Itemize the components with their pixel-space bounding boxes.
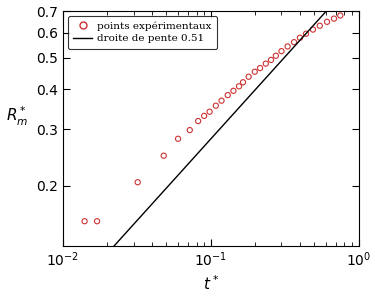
Point	[331, 16, 337, 21]
Point	[187, 128, 193, 132]
Point	[324, 19, 330, 24]
Point	[273, 53, 279, 58]
Point	[263, 61, 269, 66]
Point	[246, 74, 252, 79]
Point	[257, 66, 263, 71]
X-axis label: $t^*$: $t^*$	[203, 275, 219, 293]
Legend: points expérimentaux, droite de pente 0.51: points expérimentaux, droite de pente 0.…	[68, 16, 217, 49]
Point	[252, 69, 258, 74]
Point	[337, 13, 343, 18]
Point	[317, 23, 323, 28]
Point	[236, 84, 242, 89]
Point	[175, 136, 181, 141]
Point	[291, 40, 297, 45]
Point	[310, 27, 316, 32]
Point	[81, 219, 87, 224]
Point	[207, 109, 213, 114]
Point	[213, 103, 219, 108]
Point	[201, 114, 207, 118]
Point	[195, 119, 201, 123]
Point	[161, 153, 167, 158]
Point	[285, 44, 291, 49]
Point	[268, 57, 274, 62]
Point	[94, 219, 100, 224]
Point	[225, 93, 231, 97]
Point	[297, 35, 303, 40]
Point	[279, 49, 285, 54]
Point	[135, 180, 141, 184]
Point	[303, 31, 309, 36]
Point	[230, 89, 236, 93]
Point	[240, 80, 246, 85]
Y-axis label: $R_m^*$: $R_m^*$	[6, 105, 28, 128]
Point	[219, 98, 225, 103]
